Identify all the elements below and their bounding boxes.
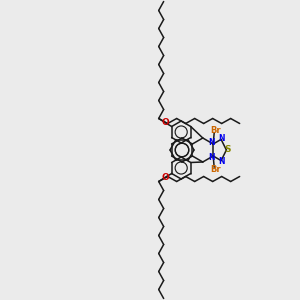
- Text: N: N: [218, 134, 225, 143]
- Text: N: N: [208, 138, 214, 147]
- Text: Br: Br: [210, 126, 220, 135]
- Text: O: O: [161, 173, 169, 182]
- Text: N: N: [208, 153, 214, 162]
- Text: Br: Br: [210, 165, 220, 174]
- Text: N: N: [218, 157, 225, 166]
- Text: O: O: [161, 118, 169, 127]
- Text: S: S: [225, 146, 231, 154]
